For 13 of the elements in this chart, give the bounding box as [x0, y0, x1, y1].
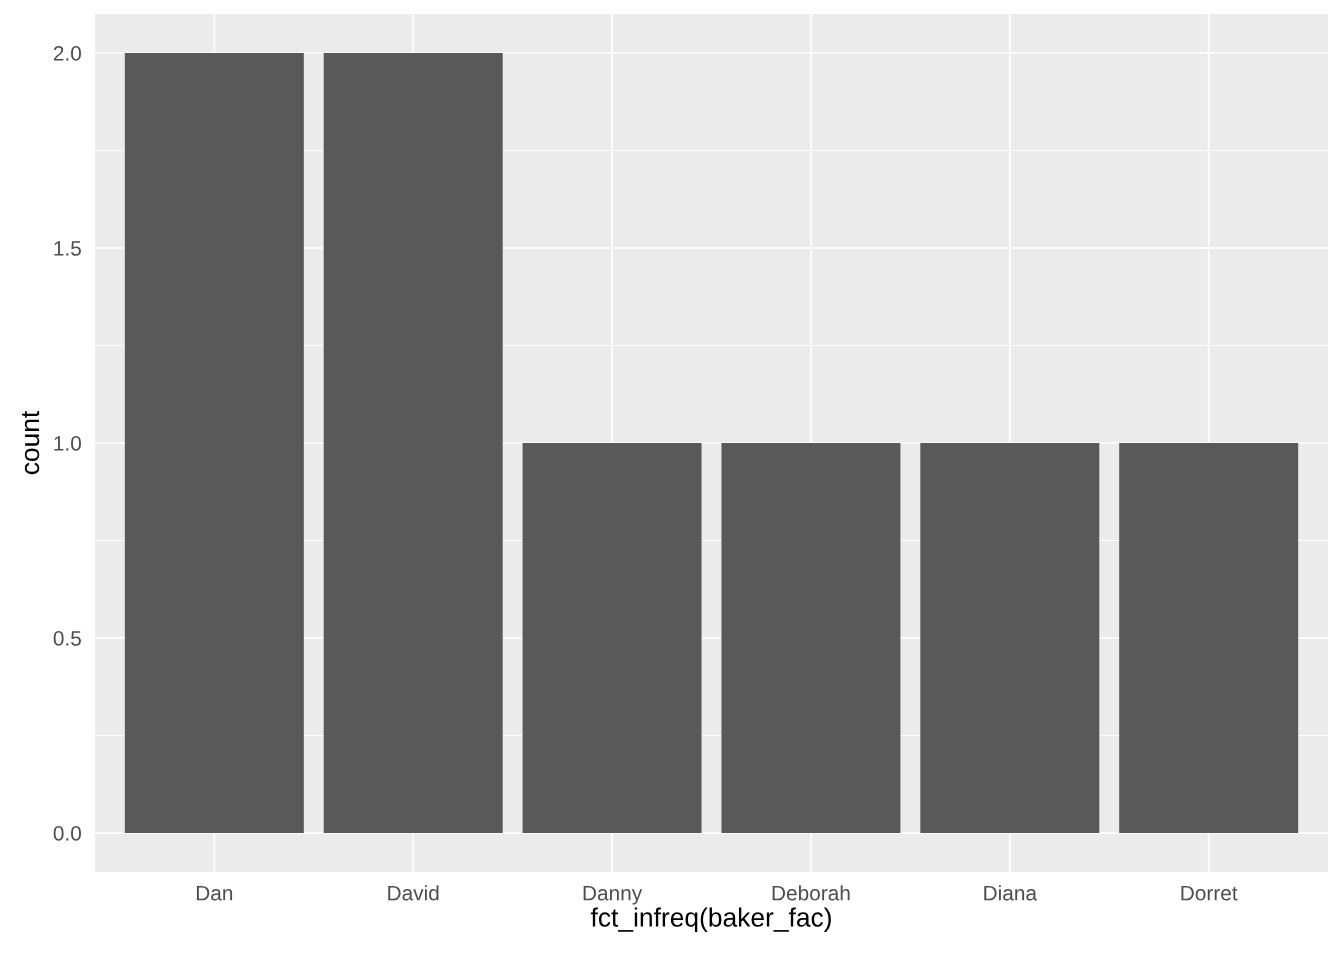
y-tick-label: 2.0	[53, 46, 81, 61]
x-tick-label: David	[388, 885, 439, 901]
y-axis-title: count	[21, 410, 40, 475]
x-tick-label: Diana	[984, 885, 1038, 901]
y-tick-label: 1.5	[54, 241, 81, 256]
x-tick-label: Danny	[583, 885, 643, 905]
y-tick-label: 1.0	[54, 436, 81, 451]
x-tick-label: Deborah	[772, 885, 850, 901]
x-axis-title: fct_infreq(baker_fac)	[590, 907, 831, 932]
x-tick-label: Dan	[196, 885, 233, 901]
y-tick-label: 0.5	[53, 631, 81, 646]
x-tick-label: Dorret	[1181, 885, 1238, 901]
y-tick-label: 0.0	[53, 826, 81, 841]
